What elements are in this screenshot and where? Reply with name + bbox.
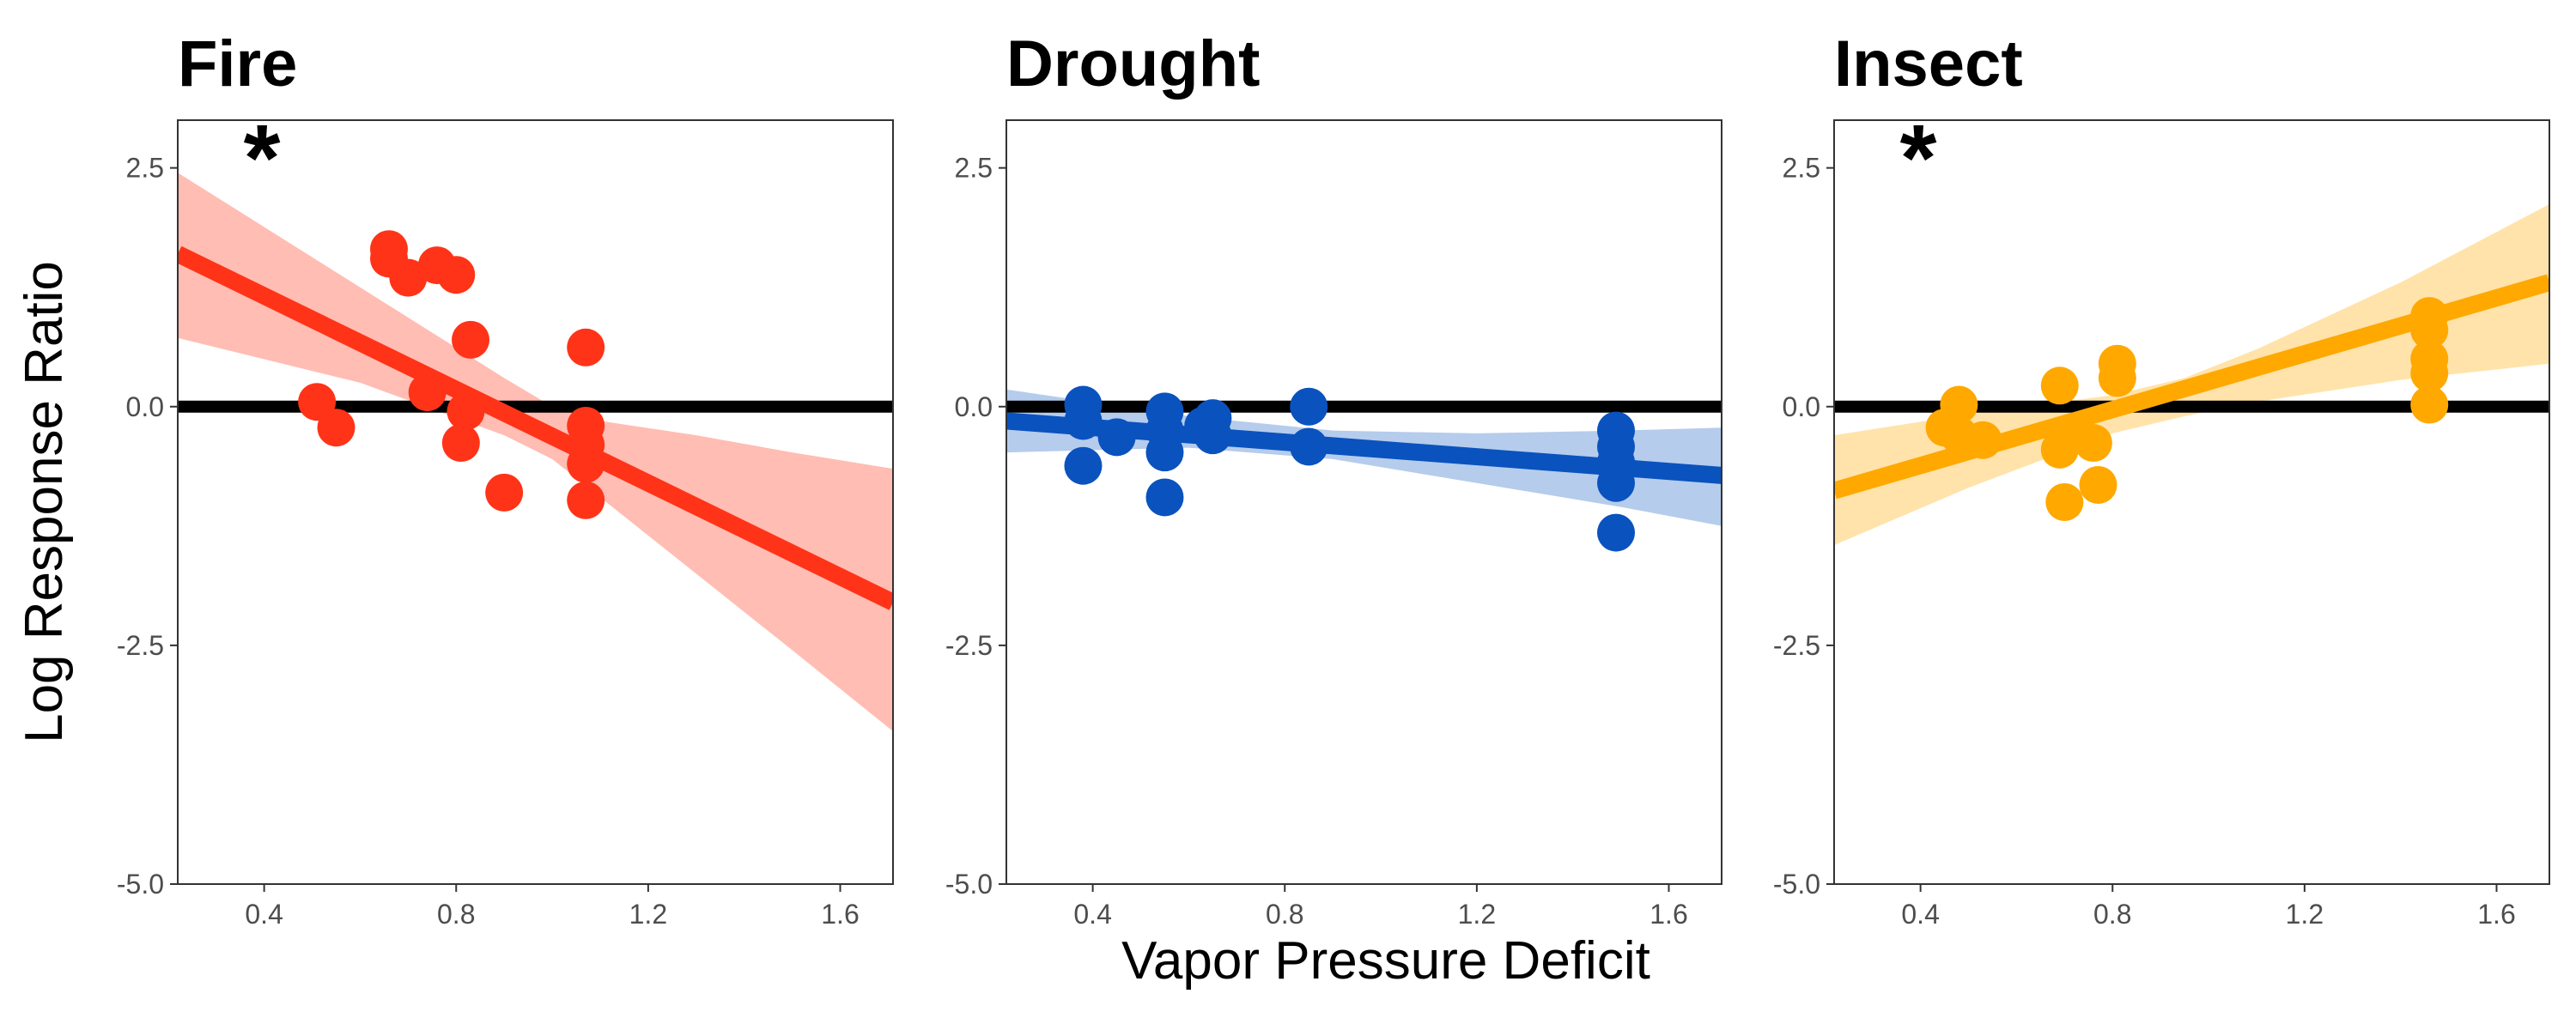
x-tick-label: 0.4 [1073, 899, 1111, 930]
data-point [447, 392, 485, 431]
significance-marker: * [1900, 106, 1937, 211]
data-point [567, 445, 605, 483]
data-point [452, 320, 490, 359]
y-tick-label: 2.5 [955, 153, 993, 184]
data-point [1064, 402, 1103, 440]
x-tick-label: 0.8 [437, 899, 475, 930]
data-point [437, 256, 476, 294]
panel-border [1833, 119, 2550, 885]
data-point [1290, 427, 1328, 466]
confidence-band [178, 173, 893, 731]
confidence-band [1834, 203, 2549, 546]
data-point [1597, 464, 1636, 502]
regression-line [178, 245, 893, 610]
data-point [2410, 385, 2449, 424]
data-point [2410, 311, 2449, 349]
data-point [408, 373, 447, 412]
y-tick-label: 0.0 [955, 391, 993, 422]
y-tick-label: 0.0 [1783, 391, 1820, 422]
y-tick-label: -2.5 [117, 630, 164, 661]
y-tick-label: -5.0 [1773, 869, 1820, 900]
y-tick-label: -2.5 [945, 630, 993, 661]
x-axis-title: Vapor Pressure Deficit [1121, 931, 1650, 991]
panel-title: Fire [178, 27, 297, 100]
x-tick-label: 1.2 [2286, 899, 2324, 930]
panel-border [1005, 119, 1722, 885]
data-point [2045, 483, 2084, 521]
significance-marker: * [244, 106, 281, 211]
y-tick-label: 0.0 [126, 391, 164, 422]
y-tick-label: -2.5 [1773, 630, 1820, 661]
y-tick-label: -5.0 [945, 869, 993, 900]
data-point [2040, 367, 2079, 405]
panel-title: Drought [1006, 27, 1260, 100]
data-point [1290, 387, 1328, 426]
x-tick-label: 1.6 [2477, 899, 2515, 930]
data-point [1194, 416, 1232, 455]
data-point [1145, 433, 1184, 472]
plot-area [1834, 203, 2549, 546]
data-point [1964, 421, 2002, 459]
data-point [1064, 446, 1103, 485]
data-point [485, 473, 524, 512]
data-point [317, 409, 355, 447]
x-tick-label: 1.2 [1458, 899, 1496, 930]
data-point [2079, 465, 2117, 504]
y-tick-label: 2.5 [126, 153, 164, 184]
data-point [1145, 478, 1184, 517]
panel-drought: 2.5 0.0 -2.5 -5.0 0.4 0.8 1.2 1.6 Drought [945, 27, 1722, 930]
panel-insect: 2.5 0.0 -2.5 -5.0 0.4 0.8 1.2 1.6 Insect* [1773, 27, 2550, 930]
data-point [1940, 385, 1978, 424]
plot-area [178, 173, 893, 731]
data-point [567, 481, 605, 519]
x-tick-label: 0.4 [1901, 899, 1939, 930]
x-tick-label: 1.2 [629, 899, 667, 930]
data-point [389, 258, 428, 297]
x-tick-label: 1.6 [1649, 899, 1687, 930]
x-tick-label: 0.8 [2093, 899, 2131, 930]
plot-area [1006, 385, 1722, 552]
data-point [2074, 424, 2112, 463]
panel-border [177, 119, 894, 885]
data-point [567, 328, 605, 367]
data-point [1097, 418, 1136, 457]
data-point [441, 424, 480, 463]
x-tick-label: 0.4 [245, 899, 283, 930]
y-axis-title: Log Response Ratio [15, 261, 74, 743]
data-point [2098, 359, 2136, 397]
y-tick-label: 2.5 [1783, 153, 1820, 184]
panel-fire: 2.5 0.0 -2.5 -5.0 0.4 0.8 1.2 1.6 Fire* [117, 27, 894, 930]
x-tick-label: 0.8 [1266, 899, 1303, 930]
data-point [2410, 354, 2449, 392]
data-point [298, 383, 337, 421]
x-tick-label: 1.6 [821, 899, 859, 930]
panel-title: Insect [1834, 27, 2023, 100]
data-point [1597, 513, 1636, 552]
y-tick-label: -5.0 [117, 869, 164, 900]
